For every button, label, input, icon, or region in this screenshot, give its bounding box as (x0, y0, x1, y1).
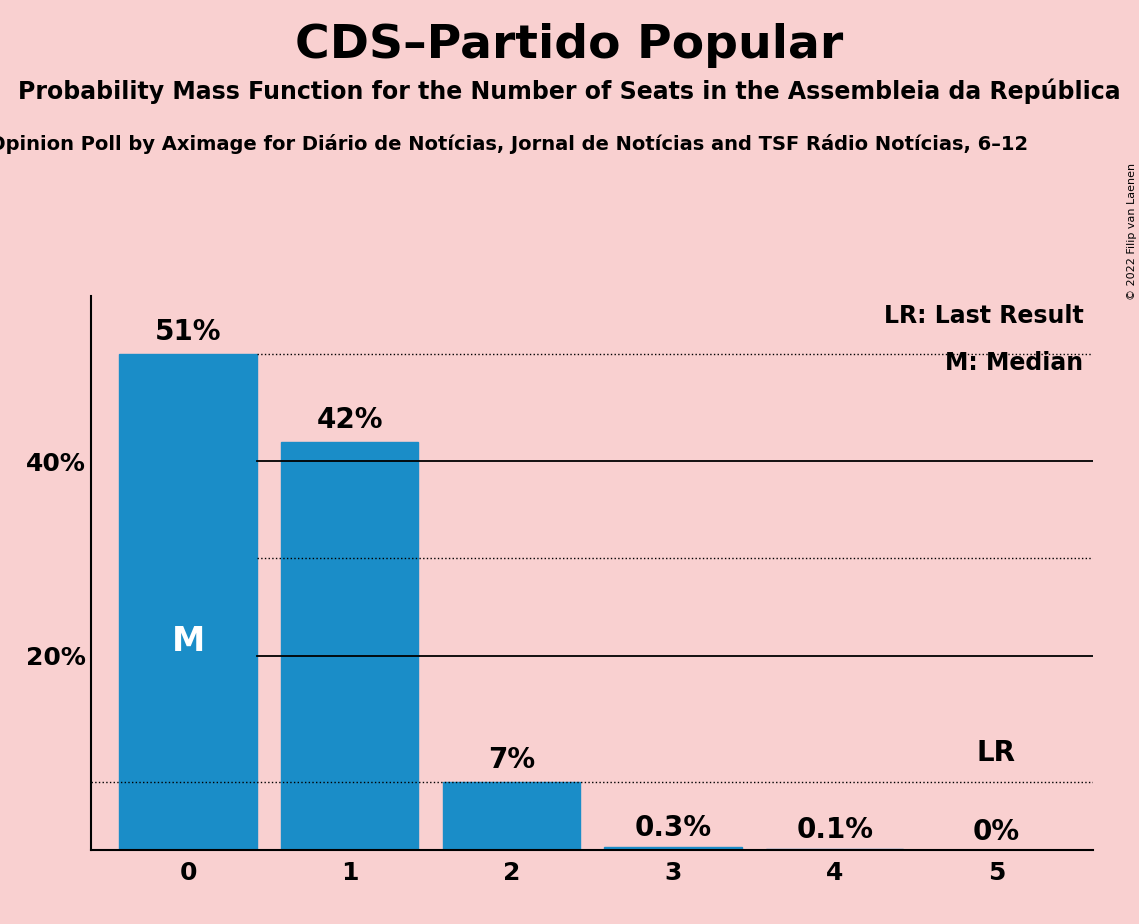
Text: M: M (172, 626, 205, 658)
Text: Opinion Poll by Aximage for Diário de Notícias, Jornal de Notícias and TSF Rádio: Opinion Poll by Aximage for Diário de No… (0, 134, 1027, 154)
Text: 0.3%: 0.3% (634, 814, 712, 843)
Bar (767, 849, 903, 850)
Text: M: Median: M: Median (945, 351, 1083, 375)
Bar (120, 354, 256, 850)
Text: LR: LR (977, 739, 1016, 768)
Bar (443, 782, 580, 850)
Bar (281, 442, 418, 850)
Text: 42%: 42% (317, 406, 383, 433)
Text: CDS–Partido Popular: CDS–Partido Popular (295, 23, 844, 68)
Text: 7%: 7% (487, 747, 535, 774)
Text: Probability Mass Function for the Number of Seats in the Assembleia da República: Probability Mass Function for the Number… (18, 79, 1121, 104)
Text: 51%: 51% (155, 318, 221, 346)
Text: 0%: 0% (973, 818, 1021, 846)
Text: LR: Last Result: LR: Last Result (884, 304, 1083, 328)
Text: 0.1%: 0.1% (796, 816, 874, 845)
Bar (605, 847, 741, 850)
Text: © 2022 Filip van Laenen: © 2022 Filip van Laenen (1126, 163, 1137, 299)
